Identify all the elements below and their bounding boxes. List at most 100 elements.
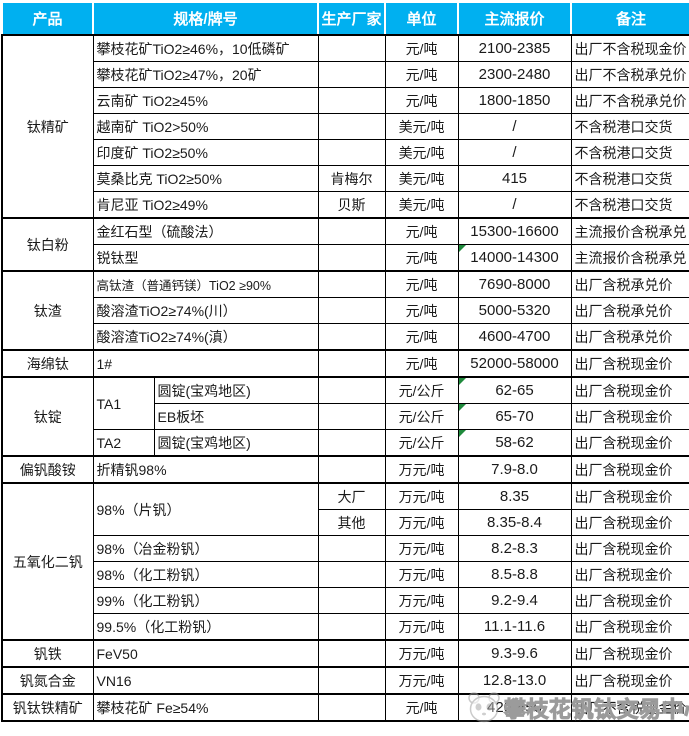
cell-unit: 元/公斤 — [384, 403, 459, 430]
cell-spec: 折精钒98% — [92, 455, 319, 484]
cell-price: 9.2-9.4 — [457, 587, 572, 614]
cell-manufacturer — [317, 403, 386, 430]
table-row: 印度矿 TiO2≥50% 美元/吨 / 不含税港口交货 — [2, 139, 689, 166]
table-row: 钛白粉 金红石型（硫酸法） 元/吨 15300-16600 主流报价含税承兑 — [1, 217, 689, 272]
col-header-price: 主流报价 — [457, 1, 573, 36]
cell-note: 出厂含税现金价 — [570, 509, 689, 536]
cell-spec: 印度矿 TiO2≥50% — [92, 139, 319, 166]
table-row: EB板坯 元/公斤 65-70 出厂含税现金价 — [2, 403, 689, 430]
cell-spec-sub: 圆锭(宝鸡地区) — [153, 429, 319, 457]
cell-unit: 元/公斤 — [384, 429, 459, 457]
cell-unit: 美元/吨 — [384, 113, 459, 140]
cell-price: 2100-2385 — [457, 34, 572, 62]
cell-spec: 攀枝花矿 Fe≥54% — [92, 693, 319, 722]
cell-spec: 肯尼亚 TiO2≥49% — [92, 191, 319, 219]
cell-product: 钛锭 — [1, 376, 94, 457]
cell-note: 出厂含税现金价 — [570, 376, 689, 404]
cell-price: 11.1-11.6 — [457, 613, 572, 641]
cell-price: 8.35 — [457, 482, 572, 510]
cell-product: 海绵钛 — [1, 349, 94, 378]
cell-unit: 元/吨 — [384, 323, 459, 351]
cell-price: / — [457, 139, 572, 166]
cell-note: 出厂含税现金价 — [570, 666, 689, 695]
table-row: 攀枝花矿TiO2≥47%，20矿 元/吨 2300-2480 出厂不含税承兑价 — [2, 61, 689, 88]
cell-spec: 云南矿 TiO2≥45% — [92, 87, 319, 114]
cell-unit: 万元/吨 — [384, 666, 459, 695]
cell-price: 8.5-8.8 — [457, 561, 572, 588]
cell-note: 不含税港口交货 — [570, 139, 689, 166]
cell-unit: 元/吨 — [384, 349, 459, 378]
table-row: 偏钒酸铵 折精钒98% 万元/吨 7.9-8.0 出厂含税现金价 — [1, 455, 689, 484]
cell-spec: 99%（化工粉钒） — [92, 587, 319, 614]
cell-price: 9.3-9.6 — [457, 639, 572, 668]
cell-price: 52000-58000 — [457, 349, 572, 378]
table-row: 莫桑比克 TiO2≥50% 肯梅尔 美元/吨 415 不含税港口交货 — [2, 165, 689, 192]
col-header-spec: 规格/牌号 — [91, 1, 320, 36]
cell-unit: 元/吨 — [384, 693, 459, 722]
cell-price: 4600-4700 — [457, 323, 572, 351]
cell-manufacturer — [317, 61, 386, 88]
cell-unit: 元/吨 — [384, 217, 459, 245]
table-row: 钒氮合金 VN16 万元/吨 12.8-13.0 出厂含税现金价 — [1, 666, 689, 695]
table-row: 99.5%（化工粉钒） 万元/吨 11.1-11.6 出厂含税现金价 — [2, 613, 689, 641]
cell-note: 主流报价含税承兑 — [570, 217, 689, 245]
cell-note: 出厂含税现金价 — [570, 639, 689, 668]
cell-product: 五氧化二钒 — [1, 482, 94, 641]
cell-price: 62-65 — [457, 376, 572, 404]
cell-price: 14000-14300 — [457, 244, 572, 272]
cell-spec-sub: 圆锭(宝鸡地区) — [153, 376, 319, 404]
cell-manufacturer — [317, 139, 386, 166]
cell-note: 出厂不含税承兑价 — [570, 61, 689, 88]
cell-manufacturer — [317, 323, 386, 351]
cell-unit: 万元/吨 — [384, 482, 459, 510]
cell-unit: 元/吨 — [384, 297, 459, 324]
cell-product: 偏钒酸铵 — [1, 455, 94, 484]
cell-price: 8.2-8.3 — [457, 535, 572, 562]
table-row: 云南矿 TiO2≥45% 元/吨 1800-1850 出厂不含税承兑价 — [2, 87, 689, 114]
table-row: 锐钛型 元/吨 14000-14300 主流报价含税承兑 — [2, 244, 689, 272]
cell-note: 出厂含税承兑价 — [570, 323, 689, 351]
cell-note: 出厂不含税现金价 — [570, 34, 689, 62]
cell-unit: 美元/吨 — [384, 165, 459, 192]
cell-note: 不含税港口交货 — [570, 165, 689, 192]
cell-unit: 元/公斤 — [384, 376, 459, 404]
cell-unit: 元/吨 — [384, 270, 459, 298]
price-table-body: 钛精矿 攀枝花矿TiO2≥46%，10低磷矿 元/吨 2100-2385 出厂不含税现金… — [1, 34, 689, 722]
cell-manufacturer — [317, 455, 386, 484]
cell-spec: 攀枝花矿TiO2≥47%，20矿 — [92, 61, 319, 88]
cell-note: 出厂含税现金价 — [570, 535, 689, 562]
cell-spec: 酸溶渣TiO2≥74%(滇） — [92, 323, 319, 351]
cell-price: 65-70 — [457, 403, 572, 430]
table-row: TA2 圆锭(宝鸡地区) 元/公斤 58-62 出厂含税现金价 — [2, 429, 689, 457]
cell-spec: TA2 — [92, 429, 155, 457]
cell-spec: 99.5%（化工粉钒） — [92, 613, 319, 641]
cell-product: 钛白粉 — [1, 217, 94, 272]
cell-spec: 锐钛型 — [92, 244, 319, 272]
cell-spec: 98%（片钒） — [92, 482, 319, 536]
cell-manufacturer — [317, 87, 386, 114]
table-row: 99%（化工粉钒） 万元/吨 9.2-9.4 出厂含税现金价 — [2, 587, 689, 614]
cell-unit: 万元/吨 — [384, 561, 459, 588]
table-row: 五氧化二钒 98%（片钒） 大厂 万元/吨 8.35 出厂含税现金价 — [1, 482, 689, 641]
cell-manufacturer — [317, 34, 386, 62]
cell-note: 不含税港口交货 — [570, 113, 689, 140]
table-row: 酸溶渣TiO2≥74%(川） 元/吨 5000-5320 出厂含税承兑价 — [2, 297, 689, 324]
cell-manufacturer — [317, 561, 386, 588]
cell-manufacturer — [317, 693, 386, 722]
cell-price: / — [457, 113, 572, 140]
cell-note: 出厂含税现金价 — [570, 482, 689, 510]
table-row: 98%（冶金粉钒） 万元/吨 8.2-8.3 出厂含税现金价 — [2, 535, 689, 562]
cell-unit: 万元/吨 — [384, 535, 459, 562]
table-row: 钛锭 TA1 圆锭(宝鸡地区) 元/公斤 62-65 出厂含税现金价 — [1, 376, 689, 457]
cell-unit: 万元/吨 — [384, 587, 459, 614]
cell-manufacturer: 贝斯 — [317, 191, 386, 219]
table-row: 钒钛铁精矿 攀枝花矿 Fe≥54% 元/吨 420-450 出厂不含税现金价 — [1, 693, 689, 722]
cell-manufacturer — [317, 613, 386, 641]
cell-price: 8.35-8.4 — [457, 509, 572, 536]
table-row: 酸溶渣TiO2≥74%(滇） 元/吨 4600-4700 出厂含税承兑价 — [2, 323, 689, 351]
cell-product: 钒钛铁精矿 — [1, 693, 94, 722]
cell-note: 不含税港口交货 — [570, 191, 689, 219]
cell-note: 出厂不含税现金价 — [570, 693, 689, 722]
cell-price: 2300-2480 — [457, 61, 572, 88]
cell-manufacturer — [317, 639, 386, 668]
